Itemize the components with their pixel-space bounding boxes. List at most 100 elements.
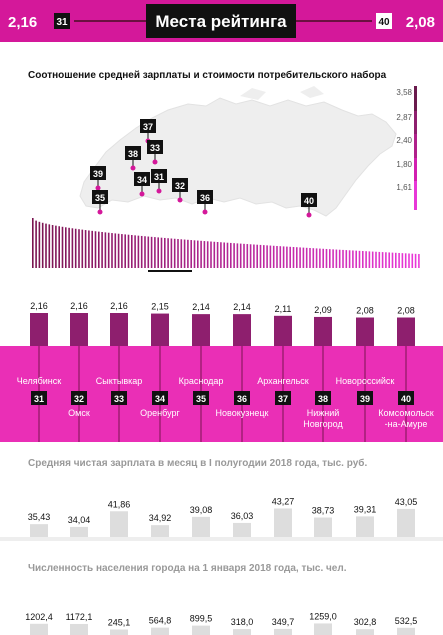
distribution-bar xyxy=(210,241,212,268)
distribution-bar xyxy=(239,243,242,268)
ratio-bar xyxy=(70,313,88,346)
arctic-island-shape xyxy=(240,88,266,100)
marker-dot xyxy=(97,209,103,215)
city-rank-box xyxy=(193,391,209,405)
ratio-value-label: 2,15 xyxy=(151,302,169,312)
salary-bar xyxy=(397,508,415,537)
marker-box xyxy=(90,166,106,180)
scale-label: 2,40 xyxy=(396,136,412,145)
distribution-bar xyxy=(282,246,285,268)
distribution-bar xyxy=(131,235,133,268)
salary-bar xyxy=(151,525,169,537)
marker-label: 40 xyxy=(304,196,314,206)
marker-label: 38 xyxy=(128,149,138,159)
population-value-label: 1259,0 xyxy=(309,611,337,621)
city-rank-label: 34 xyxy=(155,394,165,404)
salary-value-label: 43,05 xyxy=(395,497,418,507)
population-bars: 1202,4 1172,1 245,1 564,8 899,5 318,0 349,7 125… xyxy=(25,611,417,635)
distribution-bar xyxy=(309,248,311,268)
city-rank-label: 40 xyxy=(401,394,411,404)
distribution-bar xyxy=(319,248,321,268)
distribution-bar xyxy=(272,245,275,268)
distribution-bar xyxy=(408,253,410,268)
distribution-bar xyxy=(223,242,225,268)
header-title-box xyxy=(146,4,296,38)
city-rank-label: 36 xyxy=(237,394,247,404)
ratio-value-label: 2,08 xyxy=(397,306,415,316)
city-rank-box xyxy=(275,391,291,405)
city-rank-box xyxy=(71,391,87,405)
distribution-bar xyxy=(236,243,239,268)
salary-value-label: 41,86 xyxy=(108,499,131,509)
distribution-bar xyxy=(226,242,229,268)
city-labels: 31 32 33 34 35 36 37 38 39 40 Челябинск Омск Сыктывк… xyxy=(17,346,434,442)
population-value-label: 318,0 xyxy=(231,617,254,627)
distribution-bar xyxy=(41,222,44,268)
population-bar xyxy=(233,629,251,635)
distribution-bar xyxy=(170,238,173,268)
distribution-bar xyxy=(352,250,354,268)
distribution-bar xyxy=(173,238,176,268)
city-rank-box xyxy=(398,391,414,405)
distribution-bar xyxy=(121,234,123,268)
population-title: Численность населения города на 1 января… xyxy=(28,563,347,574)
city-rank-box xyxy=(31,391,47,405)
city-rank-box xyxy=(315,391,331,405)
distribution-bar xyxy=(266,245,268,268)
ratio-value-label: 2,14 xyxy=(192,302,210,312)
distribution-bars xyxy=(32,218,420,268)
salary-bar xyxy=(192,516,210,537)
distribution-bar xyxy=(418,254,420,268)
distribution-bar xyxy=(292,247,295,268)
distribution-bar xyxy=(371,251,374,268)
distribution-bar xyxy=(398,252,400,268)
distribution-bar xyxy=(154,237,156,268)
distribution-bar xyxy=(395,252,397,268)
salary-bar xyxy=(233,522,251,537)
distribution-bar xyxy=(114,233,117,268)
distribution-bar xyxy=(144,236,146,268)
marker-box xyxy=(197,190,213,204)
population-bar xyxy=(274,628,292,635)
distribution-bar xyxy=(253,244,255,268)
marker-label: 35 xyxy=(95,193,105,203)
population-value-label: 564,8 xyxy=(149,616,172,626)
distribution-bar xyxy=(338,249,341,268)
distribution-bar xyxy=(134,235,136,268)
distribution-bar xyxy=(411,253,414,268)
marker-box xyxy=(92,190,108,204)
marker-label: 32 xyxy=(175,181,185,191)
header-left-value: 2,16 xyxy=(8,14,37,31)
city-rank-label: 38 xyxy=(318,394,328,404)
distribution-bar xyxy=(68,227,70,268)
ratio-bars: 2,16 2,16 2,16 2,15 2,14 2,14 2,11 2,09 2,08 2,08 xyxy=(30,301,415,346)
scale-segment xyxy=(414,111,417,134)
marker-box xyxy=(301,193,317,207)
distribution-bar xyxy=(71,228,74,268)
distribution-bar xyxy=(190,240,192,268)
distribution-bar xyxy=(216,242,219,268)
scale-segment xyxy=(414,86,417,111)
distribution-bar xyxy=(91,230,93,268)
population-bar xyxy=(151,627,169,635)
distribution-bar xyxy=(160,237,163,268)
city-name: Челябинск xyxy=(17,376,61,386)
distribution-bar xyxy=(32,218,34,268)
population-bar xyxy=(314,623,332,635)
population-value-label: 302,8 xyxy=(354,617,377,627)
ratio-bar xyxy=(151,313,169,346)
ratio-bar xyxy=(397,317,415,346)
marker-dot xyxy=(177,197,183,203)
marker-box xyxy=(151,169,167,183)
marker-box xyxy=(147,140,163,154)
salary-bars: 35,43 34,04 41,86 34,92 39,08 36,03 43,27 38,73… xyxy=(28,496,418,537)
distribution-bar xyxy=(48,224,51,268)
distribution-bar xyxy=(45,223,47,268)
distribution-bar xyxy=(104,232,107,268)
salary-bar xyxy=(70,526,88,537)
distribution-bar xyxy=(305,247,308,268)
marker-box xyxy=(125,146,141,160)
distribution-bar xyxy=(78,229,80,268)
